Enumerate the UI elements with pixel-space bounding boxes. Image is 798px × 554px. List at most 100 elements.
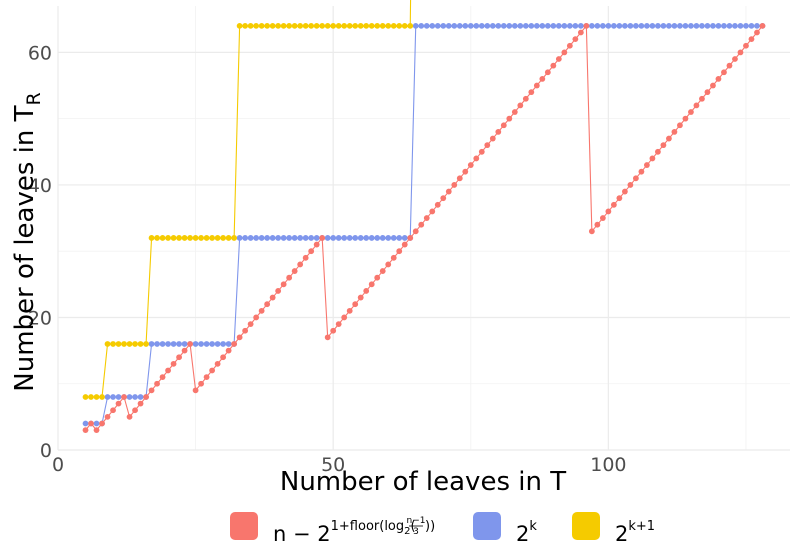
series-2-point xyxy=(159,341,166,347)
series-1-point xyxy=(192,387,199,394)
series-1-point xyxy=(649,155,656,162)
series-3-point xyxy=(357,22,364,29)
series-1-point xyxy=(754,29,760,36)
series-2-point xyxy=(456,22,463,29)
series-2-point xyxy=(214,341,221,347)
series-layer xyxy=(82,0,766,434)
series-2-point xyxy=(451,22,458,29)
series-2-point xyxy=(577,22,584,29)
series-2-point xyxy=(528,22,535,29)
series-1-point xyxy=(577,29,584,36)
series-3-point xyxy=(121,341,127,347)
series-3-point xyxy=(93,394,100,400)
series-3-point xyxy=(280,22,287,29)
series-2-point xyxy=(264,235,271,241)
series-2-point xyxy=(599,22,606,29)
series-1-point xyxy=(599,215,606,221)
series-3-point xyxy=(137,341,144,347)
series-3-point xyxy=(324,22,331,29)
series-2-point xyxy=(555,22,562,29)
series-2-point xyxy=(605,22,612,29)
grid xyxy=(57,6,790,451)
series-1-point xyxy=(539,76,546,82)
series-3-point xyxy=(291,22,298,29)
series-1-point xyxy=(181,347,188,354)
series-2-point xyxy=(363,235,370,241)
tick-labels: 0 50 100 0 20 40 60 xyxy=(28,42,627,476)
y-tick-label: 20 xyxy=(28,307,52,329)
series-1-point xyxy=(699,95,705,102)
series-1-point xyxy=(561,49,568,56)
series-1-point xyxy=(588,228,595,235)
series-1-point xyxy=(176,354,182,361)
series-1-point xyxy=(715,76,722,82)
series-1-point xyxy=(126,413,133,420)
series-1-point xyxy=(638,168,645,175)
series-3-point xyxy=(374,22,381,29)
series-1-point xyxy=(286,274,293,281)
legend-key-series-2 xyxy=(473,512,501,540)
series-1-point xyxy=(594,221,601,228)
series-2-point xyxy=(330,235,337,241)
series-1-point xyxy=(434,201,441,208)
series-2-point xyxy=(115,394,122,400)
series-1-point xyxy=(137,400,144,407)
series-1-point xyxy=(99,420,105,427)
series-2-point xyxy=(313,235,320,241)
series-1-point xyxy=(566,42,573,49)
legend-label-series-2: 2k xyxy=(516,519,537,546)
series-1-point xyxy=(583,22,590,29)
series-1-point xyxy=(407,235,414,241)
series-1-point xyxy=(93,427,100,434)
series-3-point xyxy=(352,22,359,29)
series-1-point xyxy=(610,201,617,208)
series-2-point xyxy=(655,22,661,29)
x-axis-title: Number of leaves in T xyxy=(280,467,566,497)
series-1-point xyxy=(159,374,166,380)
series-3-point xyxy=(308,22,315,29)
series-1-point xyxy=(440,195,447,202)
series-2-point xyxy=(500,22,507,29)
series-3-point xyxy=(203,235,210,241)
legend-1-paren-open: ( xyxy=(411,519,416,534)
series-1-point xyxy=(242,327,249,334)
series-1-point xyxy=(544,69,551,76)
series-3-point xyxy=(110,341,116,347)
series-1-point xyxy=(335,321,342,327)
series-2-point xyxy=(693,22,700,29)
series-1-point xyxy=(511,109,518,115)
series-2-point xyxy=(632,22,639,29)
series-1-point xyxy=(297,261,304,268)
series-2-point xyxy=(192,341,199,347)
series-1-point xyxy=(352,301,359,308)
series-3-point xyxy=(286,22,293,29)
series-1-point xyxy=(88,420,94,427)
series-3-point xyxy=(88,394,94,400)
series-1-point xyxy=(198,380,205,387)
series-2-point xyxy=(699,22,705,29)
series-2-point xyxy=(401,235,408,241)
series-3-point xyxy=(242,22,249,29)
series-2-point xyxy=(726,22,733,29)
legend-1-frac-num: n−1 xyxy=(407,516,426,526)
series-1-point xyxy=(203,374,210,380)
series-3-point xyxy=(330,22,337,29)
series-2-point xyxy=(533,22,540,29)
series-3-point xyxy=(396,22,403,29)
series-2-point xyxy=(154,341,160,347)
series-2-point xyxy=(688,22,694,29)
series-1-point xyxy=(82,427,89,434)
legend: n − 21+floor(log2( n−1 3 )) 2k 2k+1 xyxy=(230,512,655,546)
series-2-point xyxy=(126,394,133,400)
series-2-point xyxy=(335,235,342,241)
x-tick-label: 50 xyxy=(321,454,345,476)
series-1-point xyxy=(572,36,579,43)
series-1-point xyxy=(412,228,419,235)
series-2-point xyxy=(346,235,353,241)
series-1-point xyxy=(605,208,612,215)
series-3-point xyxy=(159,235,166,241)
series-3-point xyxy=(264,22,271,29)
series-2-point xyxy=(677,22,683,29)
series-1-point xyxy=(324,334,331,341)
series-1-point xyxy=(522,95,529,102)
